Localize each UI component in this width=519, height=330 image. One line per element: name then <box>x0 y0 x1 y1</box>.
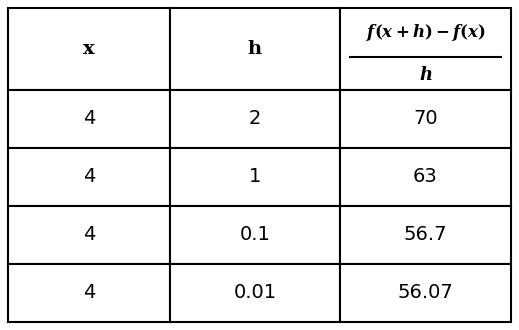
Text: 63: 63 <box>413 168 438 186</box>
Text: 0.1: 0.1 <box>240 225 270 245</box>
Bar <box>340 8 511 90</box>
Bar <box>340 90 511 148</box>
Bar <box>8 8 170 90</box>
Bar <box>170 148 340 206</box>
Text: 1: 1 <box>249 168 261 186</box>
Bar <box>170 8 340 90</box>
Text: $\mathbf{x}$: $\mathbf{x}$ <box>82 40 96 58</box>
Text: 4: 4 <box>83 168 95 186</box>
Bar <box>170 90 340 148</box>
Text: 4: 4 <box>83 110 95 128</box>
Bar <box>8 90 170 148</box>
Bar <box>340 264 511 322</box>
Bar <box>170 264 340 322</box>
Text: 4: 4 <box>83 283 95 303</box>
Text: 2: 2 <box>249 110 261 128</box>
Bar <box>340 148 511 206</box>
Text: 56.07: 56.07 <box>398 283 454 303</box>
Text: 0.01: 0.01 <box>234 283 277 303</box>
Text: 56.7: 56.7 <box>404 225 447 245</box>
Text: $\mathbf{h}$: $\mathbf{h}$ <box>247 40 263 58</box>
Bar <box>8 264 170 322</box>
Bar <box>340 206 511 264</box>
Text: $\boldsymbol{f(x+h)-f(x)}$: $\boldsymbol{f(x+h)-f(x)}$ <box>366 22 485 43</box>
Text: 70: 70 <box>413 110 438 128</box>
Text: 4: 4 <box>83 225 95 245</box>
Bar <box>8 148 170 206</box>
Bar <box>8 206 170 264</box>
Text: $\boldsymbol{h}$: $\boldsymbol{h}$ <box>419 66 432 84</box>
Bar <box>170 206 340 264</box>
